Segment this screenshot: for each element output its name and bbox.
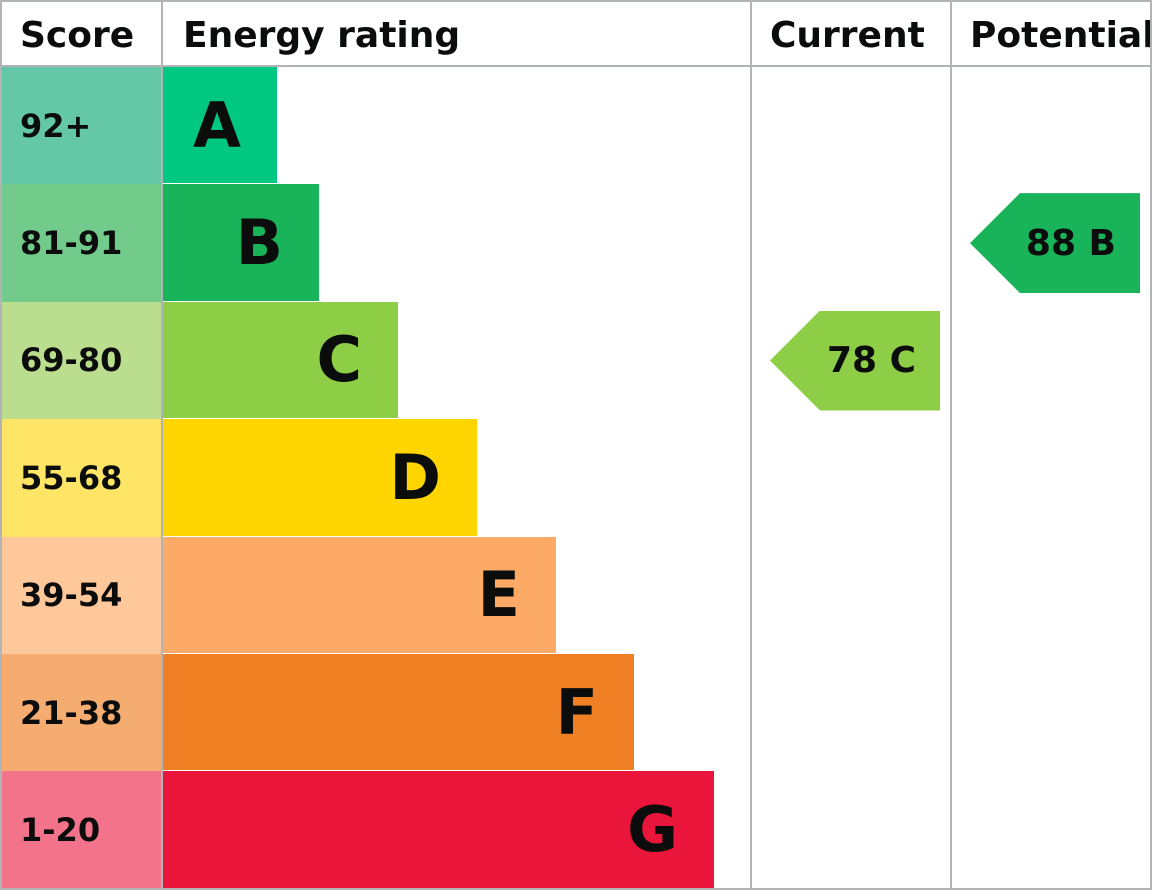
header-divider bbox=[0, 65, 1152, 67]
score-range-b: 81-91 bbox=[2, 184, 162, 302]
header-energy-rating: Energy rating bbox=[183, 15, 461, 56]
current-rating-arrow: 78 C bbox=[770, 310, 940, 411]
band-bar-g: G bbox=[162, 771, 714, 888]
border-bottom bbox=[0, 888, 1152, 890]
band-bar-d: D bbox=[162, 419, 477, 536]
score-range-d: 55-68 bbox=[2, 419, 162, 537]
band-bar-e: E bbox=[162, 536, 556, 653]
border-left bbox=[0, 0, 2, 890]
band-bar-f: F bbox=[162, 654, 634, 771]
score-range-c: 69-80 bbox=[2, 301, 162, 420]
band-bar-c: C bbox=[162, 301, 398, 419]
divider-rating bbox=[750, 0, 752, 890]
divider-score bbox=[161, 0, 163, 890]
band-bar-b: B bbox=[162, 184, 319, 301]
header-current: Current bbox=[770, 15, 925, 56]
border-right bbox=[1150, 0, 1152, 890]
score-range-g: 1-20 bbox=[2, 771, 162, 889]
score-range-a: 92+ bbox=[2, 67, 162, 185]
divider-current bbox=[950, 0, 952, 890]
border-top bbox=[0, 0, 1152, 2]
header-score: Score bbox=[20, 15, 135, 56]
header-potential: Potential bbox=[970, 15, 1152, 56]
score-range-e: 39-54 bbox=[2, 536, 162, 654]
band-bar-a: A bbox=[162, 67, 277, 184]
potential-rating-arrow: 88 B bbox=[970, 193, 1140, 294]
score-range-f: 21-38 bbox=[2, 654, 162, 772]
